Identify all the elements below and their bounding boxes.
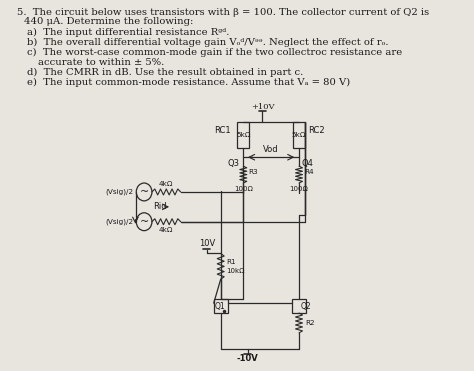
Text: 100Ω: 100Ω: [234, 186, 253, 192]
Text: Q4: Q4: [301, 159, 313, 168]
Text: R4: R4: [304, 168, 314, 175]
Text: c)  The worst-case common-mode gain if the two collectroc resistance are: c) The worst-case common-mode gain if th…: [27, 48, 403, 57]
Text: 10V: 10V: [199, 239, 215, 247]
Text: RC1: RC1: [215, 126, 231, 135]
Text: e)  The input common-mode resistance. Assume that Vₐ = 80 V): e) The input common-mode resistance. Ass…: [27, 78, 351, 87]
Text: b)  The overall differential voltage gain Vₒᵈ/Vᵊᵊ. Neglect the effect of rₒ.: b) The overall differential voltage gain…: [27, 38, 389, 47]
Text: a)  The input differential resistance Rᵍᵈ.: a) The input differential resistance Rᵍᵈ…: [27, 28, 230, 37]
Text: RC2: RC2: [308, 126, 324, 135]
Text: Q3: Q3: [228, 159, 240, 168]
Text: R3: R3: [248, 168, 258, 175]
Text: Q2: Q2: [301, 302, 311, 311]
Text: (Vsig)/2: (Vsig)/2: [106, 219, 134, 225]
Text: Q1: Q1: [215, 302, 225, 311]
Text: 5.  The circuit below uses transistors with β = 100. The collector current of Q2: 5. The circuit below uses transistors wi…: [17, 8, 429, 17]
Text: 5kΩ: 5kΩ: [292, 132, 306, 138]
Text: R1: R1: [226, 259, 236, 265]
Text: d)  The CMRR in dB. Use the result obtained in part c.: d) The CMRR in dB. Use the result obtain…: [27, 68, 304, 77]
Text: 100Ω: 100Ω: [290, 186, 309, 192]
Text: 440 μA. Determine the following:: 440 μA. Determine the following:: [24, 17, 193, 26]
Text: 5kΩ: 5kΩ: [236, 132, 251, 138]
Text: -10V: -10V: [237, 354, 258, 363]
Text: Rid: Rid: [153, 202, 166, 211]
Text: 10kΩ: 10kΩ: [226, 268, 245, 274]
Text: 4kΩ: 4kΩ: [159, 227, 173, 233]
Text: ~: ~: [139, 187, 149, 197]
Text: accurate to within ± 5%.: accurate to within ± 5%.: [38, 58, 164, 67]
Text: Vod: Vod: [264, 145, 279, 154]
Text: ~: ~: [139, 217, 149, 227]
Text: (Vsig)/2: (Vsig)/2: [106, 189, 134, 195]
Text: +10V: +10V: [251, 102, 274, 111]
Text: 4kΩ: 4kΩ: [159, 181, 173, 187]
Text: R2: R2: [305, 320, 315, 326]
